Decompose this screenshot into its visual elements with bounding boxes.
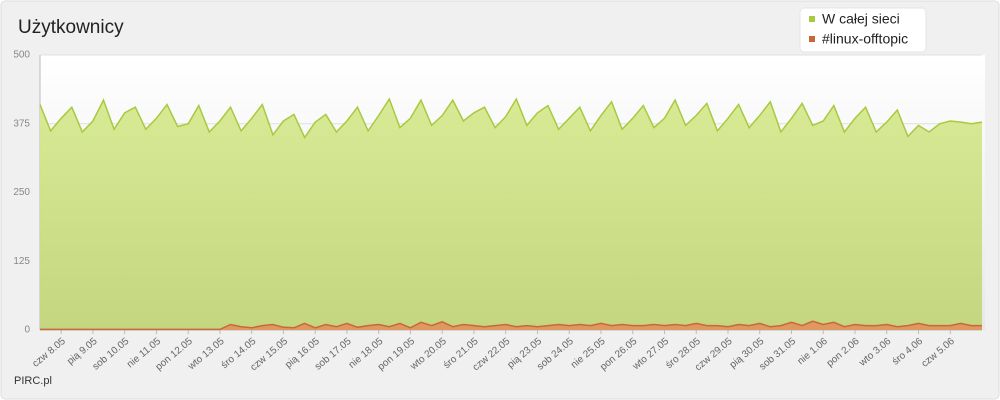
- series-line: [39, 97, 983, 140]
- legend-box: [799, 7, 927, 53]
- legend-label: W całej sieci: [822, 11, 900, 27]
- legend-label: #linux-offtopic: [822, 31, 908, 47]
- area-fill: [40, 99, 982, 330]
- series-line: [40, 320, 982, 331]
- y-tick-label: 125: [13, 256, 30, 267]
- legend-swatch: [809, 36, 815, 42]
- legend-swatch: [809, 16, 815, 22]
- chart-title: Użytkownicy: [18, 17, 124, 38]
- credit: PIRC.pl: [14, 375, 52, 387]
- legend: W całej sieci #linux-offtopic: [799, 7, 927, 53]
- y-tick-label: 375: [13, 118, 30, 129]
- y-tick-label: 500: [13, 50, 30, 61]
- y-tick-label: 0: [24, 325, 30, 336]
- y-tick-label: 250: [13, 187, 30, 198]
